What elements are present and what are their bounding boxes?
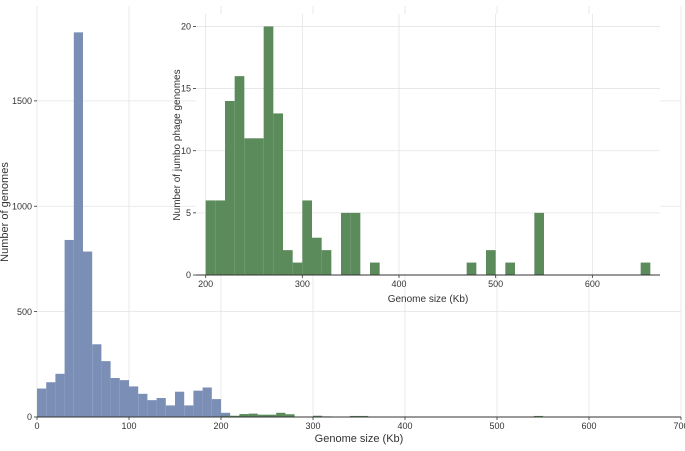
main-series-0-bar [92,344,102,417]
main-series-1-bar [239,414,249,417]
inset-series-0-bar [341,212,351,275]
main-series-0-bar [147,400,157,417]
main-series-0-bar [165,405,175,417]
main-series-1-bar [257,414,267,417]
main-y-tick-label: 1000 [12,201,32,211]
inset-series-0-bar [486,250,496,275]
inset-x-tick-label: 200 [198,279,213,289]
main-series-1-bar [230,415,240,417]
main-series-1-bar [313,415,323,417]
main-series-0-bar [119,380,129,417]
inset-series-0-bar [215,200,225,275]
main-series-1-bar [248,413,258,417]
main-series-0-bar [202,387,212,417]
main-x-tick-label: 100 [121,421,136,431]
inset-y-tick-label: 10 [181,146,191,156]
main-series-0-bar [46,382,56,417]
main-series-0-bar [129,386,139,417]
main-series-1-bar [285,414,295,417]
main-series-0-bar [221,412,231,417]
main-x-tick-label: 400 [397,421,412,431]
inset-series-0-bar [225,101,235,275]
inset-series-0-bar [273,113,283,275]
inset-series-0-bar [205,200,216,275]
inset-series-0-bar [292,262,303,275]
main-series-1-bar [276,412,286,417]
main-x-tick-label: 200 [213,421,228,431]
inset-y-tick-label: 5 [186,208,191,218]
main-series-0-bar [138,393,148,417]
inset-series-0-bar [534,212,544,275]
main-x-axis-label: Genome size (Kb) [315,433,404,445]
inset-y-tick-label: 0 [186,270,191,280]
inset-x-tick-label: 600 [585,279,600,289]
inset-series-0-bar [505,262,515,275]
main-series-0-bar [83,251,93,417]
main-series-1-bar [533,415,543,417]
main-series-0-bar [37,388,47,417]
inset-x-tick-label: 300 [295,279,310,289]
inset-series-0-bar [244,138,254,275]
inset-series-0-bar [263,26,274,275]
main-x-tick-label: 600 [581,421,596,431]
main-series-1-bar [267,414,277,417]
inset-series-0-bar [254,138,264,275]
inset-series-0-bar [350,212,361,275]
main-x-tick-label: 500 [489,421,504,431]
main-series-0-bar [193,390,203,417]
main-series-0-bar [64,239,74,417]
main-series-0-bar [110,378,120,417]
main-x-tick-label: 300 [305,421,320,431]
inset-series-0-bar [370,262,380,275]
main-y-tick-label: 1500 [12,96,32,106]
main-series-0-bar [73,32,83,417]
inset-x-axis-label: Genome size (Kb) [388,294,469,305]
main-series-0-bar [175,391,185,417]
main-series-1-bar [359,415,369,417]
main-x-tick-label: 700 [673,421,685,431]
inset-series-0-bar [466,262,477,275]
inset-y-tick-label: 15 [181,84,191,94]
inset-series-0-bar [234,76,245,276]
main-y-tick-label: 500 [17,307,32,317]
inset-histogram: 200 300 400 500 600 0 5 10 15 20 [181,14,660,289]
main-series-0-bar [184,405,194,417]
inset-series-0-bar [312,237,322,275]
inset-y-tick-label: 20 [181,22,191,32]
inset-x-tick-label: 500 [488,279,503,289]
main-series-0-bar [101,361,111,417]
main-series-0-bar [211,399,221,417]
main-y-axis-label: Number of genomes [0,162,11,262]
inset-series-0-bar [283,250,293,275]
main-series-1-bar [221,415,231,417]
main-series-1-bar [349,415,359,417]
inset-series-0-bar [321,250,332,275]
inset-series-0-bar [640,262,651,275]
main-series-0-bar [55,373,65,417]
inset-x-tick-label: 400 [391,279,406,289]
main-x-tick-label: 0 [34,421,39,431]
inset-y-axis-label: Number of jumbo phage genomes [172,69,183,220]
main-series-0-bar [156,398,166,417]
main-y-tick-label: 0 [27,412,32,422]
inset-series-0-bar [302,200,312,275]
